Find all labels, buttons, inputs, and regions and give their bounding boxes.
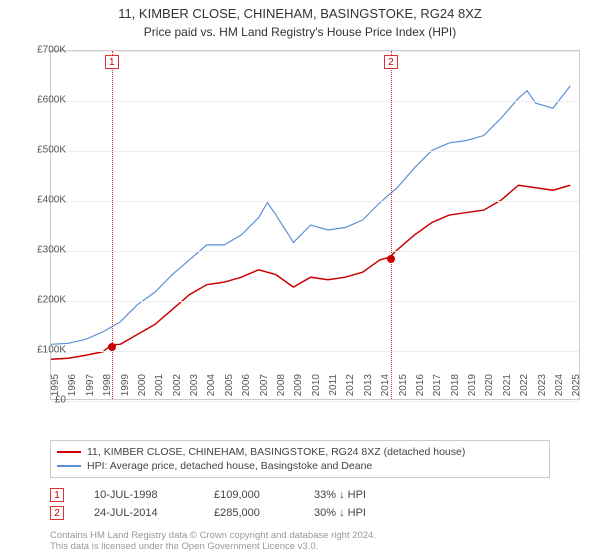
legend-label: HPI: Average price, detached house, Basi… (87, 460, 372, 472)
x-axis-label: 2016 (415, 374, 426, 404)
x-axis-label: 2000 (137, 374, 148, 404)
x-axis-label: 1995 (50, 374, 61, 404)
legend-item: HPI: Average price, detached house, Basi… (57, 459, 543, 473)
x-axis-label: 2014 (380, 374, 391, 404)
marker-vline (391, 51, 392, 399)
footer-line: Contains HM Land Registry data © Crown c… (50, 530, 376, 541)
x-axis-label: 1998 (102, 374, 113, 404)
x-axis-label: 1999 (120, 374, 131, 404)
sale-diff: 30% ↓ HPI (314, 507, 404, 519)
x-axis-label: 2002 (172, 374, 183, 404)
x-axis-label: 2004 (206, 374, 217, 404)
marker-dot (387, 255, 395, 263)
sale-price: £285,000 (214, 507, 284, 519)
footer-attribution: Contains HM Land Registry data © Crown c… (50, 530, 376, 553)
gridline-h (51, 301, 579, 302)
y-axis-label: £400K (20, 195, 66, 206)
legend-swatch (57, 465, 81, 467)
sales-table: 1 10-JUL-1998 £109,000 33% ↓ HPI 2 24-JU… (50, 486, 404, 522)
x-axis-label: 2017 (432, 374, 443, 404)
x-axis-label: 2025 (571, 374, 582, 404)
x-axis-label: 2024 (554, 374, 565, 404)
chart-plot-area: 12 (50, 50, 580, 400)
sale-date: 24-JUL-2014 (94, 507, 184, 519)
x-axis-label: 2019 (467, 374, 478, 404)
x-axis-label: 2010 (311, 374, 322, 404)
series-line-price_paid (51, 185, 570, 359)
gridline-h (51, 51, 579, 52)
x-axis-label: 2009 (293, 374, 304, 404)
x-axis-label: 2013 (363, 374, 374, 404)
sale-row: 1 10-JUL-1998 £109,000 33% ↓ HPI (50, 486, 404, 504)
y-axis-label: £100K (20, 345, 66, 356)
x-axis-label: 2015 (398, 374, 409, 404)
legend-item: 11, KIMBER CLOSE, CHINEHAM, BASINGSTOKE,… (57, 445, 543, 459)
sale-marker-box: 1 (50, 488, 64, 502)
x-axis-label: 1996 (67, 374, 78, 404)
x-axis-label: 2007 (259, 374, 270, 404)
x-axis-label: 2012 (345, 374, 356, 404)
chart-lines-svg (51, 51, 579, 399)
y-axis-label: £600K (20, 95, 66, 106)
x-axis-label: 1997 (85, 374, 96, 404)
x-axis-label: 2018 (450, 374, 461, 404)
y-axis-label: £200K (20, 295, 66, 306)
x-axis-label: 2003 (189, 374, 200, 404)
x-axis-label: 2021 (502, 374, 513, 404)
x-axis-label: 2011 (328, 374, 339, 404)
x-axis-label: 2020 (484, 374, 495, 404)
chart-container: 11, KIMBER CLOSE, CHINEHAM, BASINGSTOKE,… (0, 0, 600, 560)
y-axis-label: £500K (20, 145, 66, 156)
legend-box: 11, KIMBER CLOSE, CHINEHAM, BASINGSTOKE,… (50, 440, 550, 478)
gridline-h (51, 201, 579, 202)
x-axis-label: 2006 (241, 374, 252, 404)
legend-swatch (57, 451, 81, 453)
x-axis-label: 2005 (224, 374, 235, 404)
x-axis-label: 2023 (537, 374, 548, 404)
sale-row: 2 24-JUL-2014 £285,000 30% ↓ HPI (50, 504, 404, 522)
y-axis-label: £300K (20, 245, 66, 256)
sale-marker-box: 2 (50, 506, 64, 520)
sale-date: 10-JUL-1998 (94, 489, 184, 501)
x-axis-label: 2022 (519, 374, 530, 404)
gridline-h (51, 351, 579, 352)
sale-price: £109,000 (214, 489, 284, 501)
chart-subtitle: Price paid vs. HM Land Registry's House … (0, 23, 600, 39)
series-line-hpi (51, 86, 570, 345)
sale-diff: 33% ↓ HPI (314, 489, 404, 501)
legend-label: 11, KIMBER CLOSE, CHINEHAM, BASINGSTOKE,… (87, 446, 465, 458)
x-axis-label: 2008 (276, 374, 287, 404)
gridline-h (51, 251, 579, 252)
marker-dot (108, 343, 116, 351)
gridline-h (51, 101, 579, 102)
y-axis-label: £700K (20, 45, 66, 56)
x-axis-label: 2001 (154, 374, 165, 404)
footer-line: This data is licensed under the Open Gov… (50, 541, 376, 552)
gridline-h (51, 151, 579, 152)
marker-number-box: 1 (105, 55, 119, 69)
chart-title: 11, KIMBER CLOSE, CHINEHAM, BASINGSTOKE,… (0, 0, 600, 23)
marker-number-box: 2 (384, 55, 398, 69)
